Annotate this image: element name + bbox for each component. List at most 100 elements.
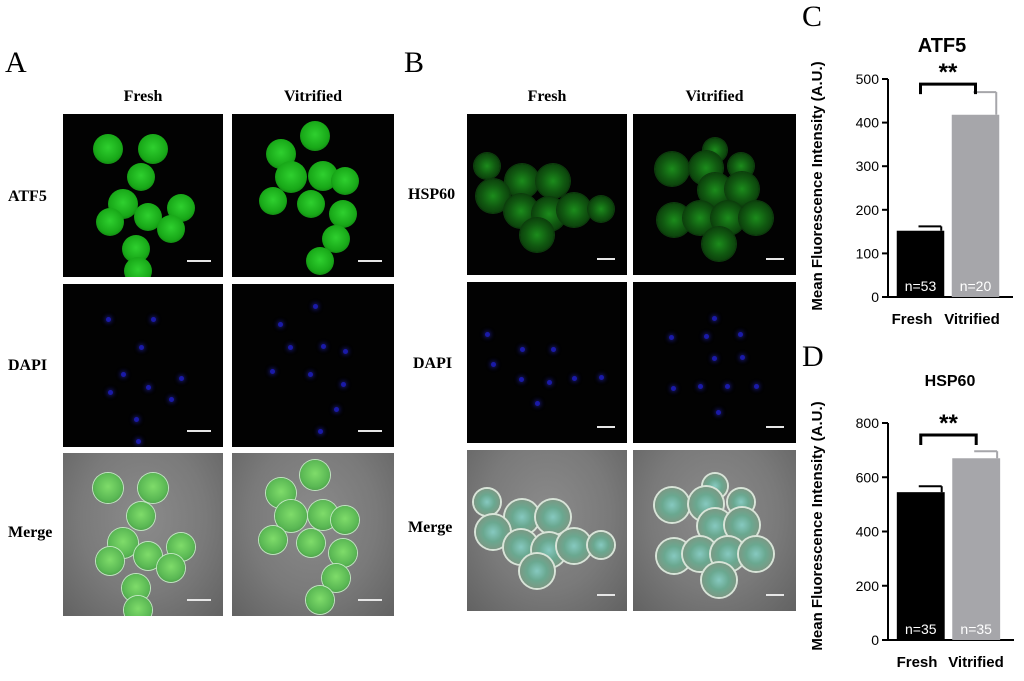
bar-fresh [896, 492, 945, 640]
oocyte [308, 371, 314, 377]
oocyte [133, 416, 139, 422]
oocyte [300, 121, 331, 151]
significance-stars: ** [939, 59, 958, 86]
y-axis-label: Mean Fluorescence Intensity (A.U.) [809, 61, 826, 310]
oocyte [536, 500, 570, 534]
oocyte [329, 200, 358, 228]
y-tick-label: 600 [856, 469, 880, 485]
oocyte [127, 163, 155, 191]
oocyte [107, 389, 113, 395]
micrograph-a-fresh-atf5 [63, 114, 223, 277]
micrograph-a-vitrified-merge [232, 453, 394, 616]
oocyte [296, 529, 325, 557]
micrograph-b-vitrified-dapi [633, 282, 796, 443]
oocyte [588, 196, 614, 222]
oocyte [342, 348, 348, 354]
y-tick-label: 400 [856, 115, 880, 131]
scale-bar [766, 594, 784, 596]
oocyte [331, 167, 360, 195]
scale-bar [597, 426, 615, 428]
oocyte [127, 502, 155, 530]
oocyte [557, 529, 591, 563]
oocyte [571, 375, 577, 381]
y-tick-label: 800 [856, 415, 880, 431]
oocyte [490, 361, 496, 367]
oocyte [105, 316, 111, 322]
micrograph-a-fresh-merge [63, 453, 223, 616]
oocyte [317, 428, 323, 434]
oocyte [739, 354, 745, 360]
row-label-dapi: DAPI [8, 357, 48, 374]
oocyte [505, 500, 539, 534]
chart-atf5: ATF5 Mean Fluorescence Intensity (A.U.) … [809, 35, 1013, 328]
col-label-fresh: Fresh [123, 88, 163, 105]
oocyte [93, 134, 123, 164]
oocyte [546, 379, 552, 385]
bar-vitrified [951, 114, 1000, 297]
chart-title: HSP60 [925, 373, 976, 390]
oocyte [320, 343, 326, 349]
oocyte [697, 383, 703, 389]
row-label-dapi: DAPI [413, 355, 453, 372]
oocyte [701, 227, 736, 261]
n-label: n=35 [905, 621, 937, 637]
oocyte [588, 532, 614, 558]
oocyte [484, 331, 490, 337]
micrograph-a-vitrified-atf5 [232, 114, 394, 277]
oocyte [157, 554, 185, 582]
col-label-vitrified: Vitrified [685, 88, 744, 105]
oocyte [520, 554, 554, 588]
n-label: n=20 [960, 278, 992, 294]
oocyte [178, 375, 184, 381]
micrograph-a-fresh-dapi [63, 284, 223, 447]
oocyte [474, 489, 500, 515]
oocyte [278, 321, 284, 327]
y-tick-label: 0 [871, 289, 879, 305]
oocyte [739, 201, 774, 235]
scale-bar [766, 426, 784, 428]
chart-hsp60: HSP60 Mean Fluorescence Intensity (A.U.)… [809, 373, 1014, 671]
micrograph-b-fresh-hsp60 [467, 114, 627, 275]
oocyte [598, 374, 604, 380]
oocyte [519, 346, 525, 352]
scale-bar [766, 258, 784, 260]
significance-stars: ** [939, 410, 958, 437]
oocyte [557, 193, 591, 227]
oocyte [306, 247, 335, 275]
micrograph-b-vitrified-merge [633, 450, 796, 611]
oocyte [550, 346, 556, 352]
oocyte [505, 164, 539, 198]
y-tick-label: 500 [856, 71, 880, 87]
panel-letter-a: A [5, 46, 27, 79]
oocyte [753, 383, 759, 389]
oocyte [671, 385, 677, 391]
y-tick-label: 0 [871, 632, 879, 648]
oocyte [96, 547, 124, 575]
oocyte [258, 526, 287, 554]
y-tick-label: 300 [856, 158, 880, 174]
oocyte [288, 344, 294, 350]
oocyte [703, 333, 709, 339]
scale-bar [358, 430, 382, 432]
oocyte [712, 315, 717, 321]
scale-bar [358, 599, 382, 601]
oocyte [329, 539, 358, 567]
n-label: n=35 [960, 621, 992, 637]
oocyte [138, 473, 168, 503]
oocyte [331, 506, 360, 534]
oocyte [738, 331, 744, 337]
row-label-merge: Merge [408, 519, 453, 536]
panel-letter-b: B [404, 46, 425, 79]
y-axis-label: Mean Fluorescence Intensity (A.U.) [809, 401, 826, 650]
oocyte [145, 384, 151, 390]
n-label: n=53 [905, 278, 937, 294]
oocyte [300, 460, 331, 490]
micrograph-b-fresh-dapi [467, 282, 627, 443]
oocyte [124, 257, 152, 277]
oocyte [296, 190, 325, 218]
oocyte [669, 334, 675, 340]
scale-bar [597, 594, 615, 596]
row-label-atf5: ATF5 [8, 188, 47, 205]
micrograph-a-vitrified-dapi [232, 284, 394, 447]
oocyte [712, 355, 717, 361]
